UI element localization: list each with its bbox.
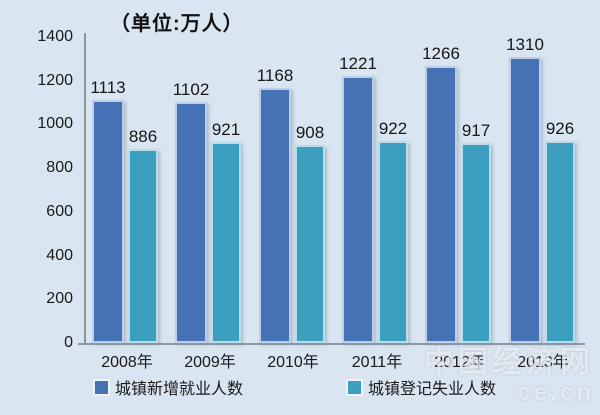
bar-城镇登记失业人数-2009年 bbox=[211, 142, 241, 343]
x-category-label-2008年: 2008年 bbox=[101, 354, 153, 371]
bar-城镇登记失业人数-2010年 bbox=[295, 145, 325, 343]
bar-value-城镇登记失业人数-2010年: 908 bbox=[295, 123, 325, 142]
bar-城镇登记失业人数-2011年 bbox=[378, 141, 408, 343]
bar-value-城镇登记失业人数-2009年: 921 bbox=[211, 120, 241, 139]
bar-value-城镇登记失业人数-2008年: 886 bbox=[128, 127, 158, 146]
bar-value-城镇新增就业人数-2008年: 1113 bbox=[90, 78, 126, 97]
bar-城镇登记失业人数-2008年 bbox=[128, 149, 158, 343]
y-tick-label-800: 800 bbox=[46, 159, 73, 177]
bar-城镇登记失业人数-2012年 bbox=[461, 143, 491, 343]
x-category-label-2011年: 2011年 bbox=[351, 354, 403, 371]
y-tick-label-0: 0 bbox=[64, 334, 73, 351]
bar-value-城镇登记失业人数-2011年: 922 bbox=[378, 119, 408, 138]
y-tick-label-1000: 1000 bbox=[37, 115, 73, 133]
bar-value-城镇新增就业人数-2013年: 1310 bbox=[506, 35, 544, 54]
y-tick-label-200: 200 bbox=[46, 290, 73, 308]
legend-label-registered-unemployment: 城镇登记失业人数 bbox=[368, 381, 497, 398]
bar-城镇新增就业人数-2008年 bbox=[92, 100, 124, 343]
bar-value-城镇新增就业人数-2009年: 1102 bbox=[172, 80, 210, 99]
bar-城镇新增就业人数-2013年 bbox=[509, 57, 541, 343]
bar-城镇新增就业人数-2010年 bbox=[259, 88, 291, 343]
y-axis-line bbox=[84, 33, 86, 344]
y-tick-label-1400: 1400 bbox=[37, 28, 73, 45]
y-tick-label-1200: 1200 bbox=[37, 71, 73, 89]
y-tick-label-600: 600 bbox=[46, 202, 73, 220]
legend-swatch-new-employment bbox=[95, 380, 108, 394]
bar-城镇新增就业人数-2011年 bbox=[342, 76, 374, 343]
legend-label-new-employment: 城镇新增就业人数 bbox=[115, 381, 244, 398]
y-tick-label-400: 400 bbox=[46, 246, 73, 264]
bar-value-城镇新增就业人数-2010年: 1168 bbox=[256, 66, 294, 85]
x-category-label-2013年: 2013年 bbox=[517, 354, 569, 371]
bar-value-城镇登记失业人数-2012年: 917 bbox=[461, 121, 491, 140]
bar-value-城镇登记失业人数-2013年: 926 bbox=[545, 119, 575, 138]
legend-item-new-employment: 城镇新增就业人数 bbox=[95, 377, 244, 398]
legend-swatch-registered-unemployment bbox=[348, 380, 361, 394]
x-category-label-2009年: 2009年 bbox=[184, 354, 236, 371]
bar-城镇新增就业人数-2009年 bbox=[175, 102, 207, 343]
chart-unit-label: （单位:万人） bbox=[110, 13, 244, 35]
bar-value-城镇新增就业人数-2011年: 1221 bbox=[339, 54, 377, 73]
x-category-label-2010年: 2010年 bbox=[267, 354, 319, 371]
bar-value-城镇新增就业人数-2012年: 1266 bbox=[422, 44, 460, 63]
legend-item-registered-unemployment: 城镇登记失业人数 bbox=[348, 377, 497, 398]
x-axis-line bbox=[78, 343, 585, 345]
bar-城镇新增就业人数-2012年 bbox=[425, 66, 457, 343]
bar-城镇登记失业人数-2013年 bbox=[545, 141, 575, 343]
x-category-label-2012年: 2012年 bbox=[434, 354, 486, 371]
